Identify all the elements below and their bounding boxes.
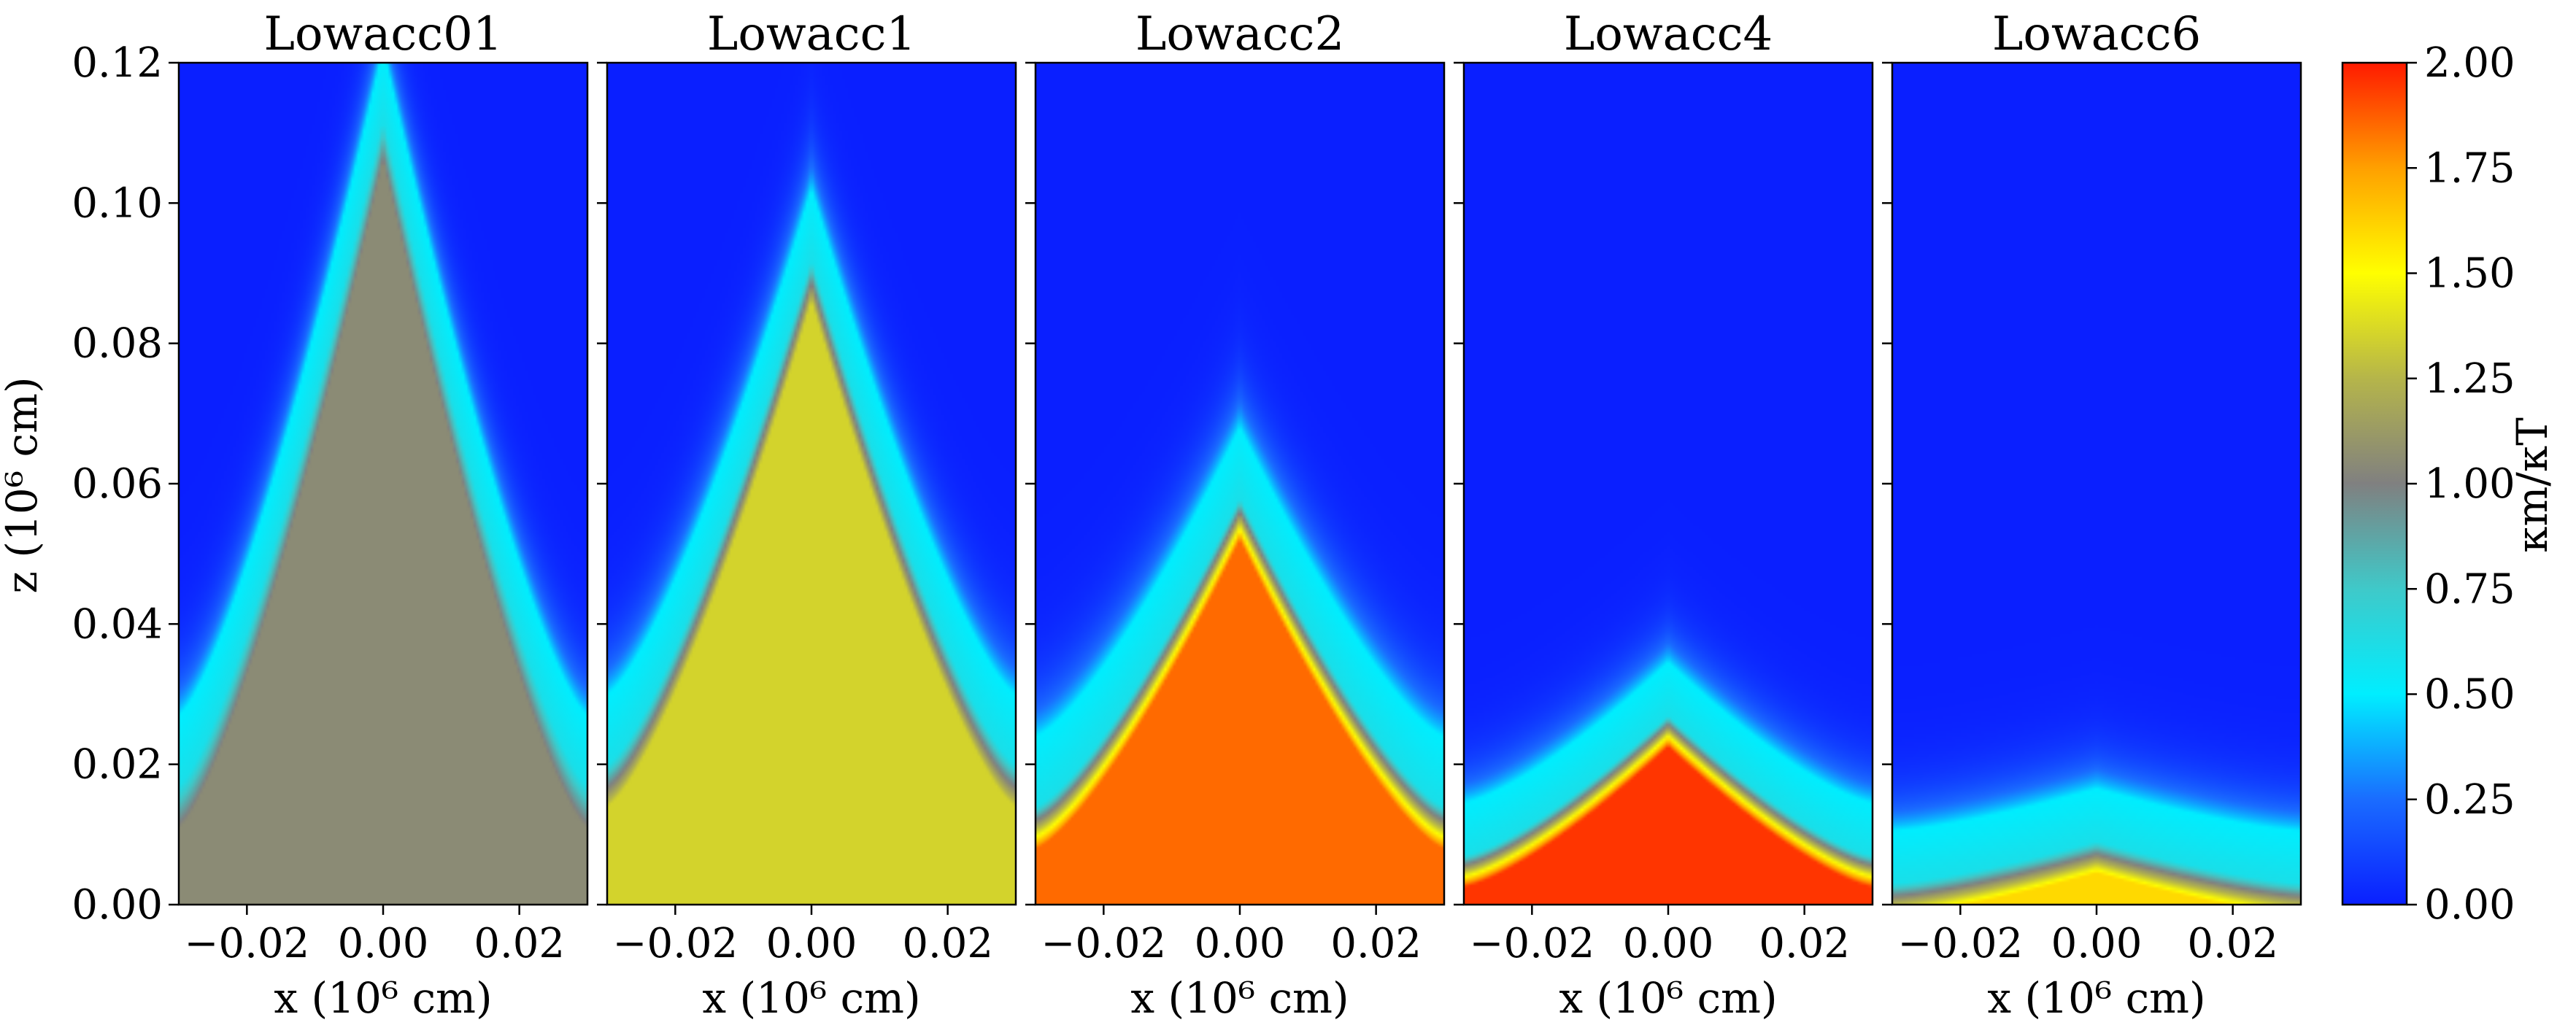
panel-3: Lowacc2 −0.02 0.00 0.02 x (10⁶ cm): [1025, 7, 1446, 1023]
heatmap-image: [1036, 63, 1444, 905]
y-tick-label: 0.10: [72, 179, 163, 227]
colorbar-label: κm/κT: [2507, 417, 2557, 553]
x-tick-label: 0.02: [474, 920, 565, 967]
heatmap-image: [607, 63, 1016, 905]
colorbar-tick-label: 0.50: [2424, 671, 2515, 719]
x-tick-label: 0.02: [902, 920, 993, 967]
x-tick-label: 0.02: [1330, 920, 1422, 967]
x-axis-label: x (10⁶ cm): [1130, 973, 1349, 1023]
y-axis-label: z (10⁶ cm): [0, 376, 47, 593]
colorbar: 0.00 0.25 0.50 0.75 1.00 1.25 1.50 1.75 2.00: [2341, 39, 2515, 929]
x-tick-label: 0.00: [766, 920, 857, 967]
panel-title: Lowacc6: [1992, 7, 2201, 61]
colorbar-tick-label: 1.50: [2424, 250, 2515, 298]
x-axis-label: x (10⁶ cm): [702, 973, 920, 1023]
x-tick-label: 0.00: [338, 920, 429, 967]
x-tick-label: 0.02: [1759, 920, 1850, 967]
colorbar-tick-label: 0.25: [2424, 776, 2515, 824]
x-tick-label: 0.02: [2187, 920, 2278, 967]
x-tick-label: −0.02: [1041, 920, 1167, 967]
panel-5: Lowacc6 −0.02 0.00 0.02 x (10⁶ cm): [1882, 7, 2302, 1023]
colorbar-tick-label: 0.00: [2424, 881, 2515, 929]
colorbar-gradient: [2342, 63, 2407, 905]
y-tick-label: 0.00: [72, 881, 163, 929]
heatmap-image: [1892, 63, 2301, 905]
panel-2: Lowacc1 −0.02 0.00 0.02 x (10⁶ cm): [597, 7, 1017, 1023]
panel-title: Lowacc01: [263, 7, 502, 61]
heatmap-image: [1464, 63, 1873, 905]
heatmap-image: [179, 63, 587, 905]
panel-title: Lowacc1: [707, 7, 916, 61]
x-tick-label: 0.00: [1195, 920, 1286, 967]
panel-1: Lowacc01 −0.02 0.00 0.02 0.00 0.02 0.04 0.06 0.0…: [72, 7, 589, 1023]
x-axis-label: x (10⁶ cm): [1987, 973, 2205, 1023]
colorbar-tick-label: 1.00: [2424, 460, 2515, 508]
y-tick-label: 0.08: [72, 320, 163, 368]
colorbar-tick-label: 2.00: [2424, 39, 2515, 87]
panels: Lowacc01 −0.02 0.00 0.02 0.00 0.02 0.04 0.06 0.0…: [72, 7, 2302, 1023]
x-axis-label: x (10⁶ cm): [274, 973, 492, 1023]
x-tick-label: −0.02: [613, 920, 739, 967]
x-tick-label: −0.02: [185, 920, 310, 967]
colorbar-tick-label: 1.75: [2424, 144, 2515, 192]
x-tick-label: 0.00: [2051, 920, 2143, 967]
panel-4: Lowacc4 −0.02 0.00 0.02 x (10⁶ cm): [1454, 7, 1874, 1023]
y-tick-label: 0.02: [72, 741, 163, 789]
panel-title: Lowacc2: [1135, 7, 1344, 61]
y-tick-label: 0.12: [72, 39, 163, 87]
x-tick-label: 0.00: [1623, 920, 1714, 967]
panel-title: Lowacc4: [1564, 7, 1773, 61]
colorbar-tick-label: 0.75: [2424, 565, 2515, 613]
y-tick-label: 0.04: [72, 600, 163, 648]
x-axis-label: x (10⁶ cm): [1559, 973, 1777, 1023]
x-tick-label: −0.02: [1470, 920, 1595, 967]
y-tick-label: 0.06: [72, 460, 163, 508]
colorbar-tick-label: 1.25: [2424, 355, 2515, 403]
x-tick-label: −0.02: [1898, 920, 2024, 967]
